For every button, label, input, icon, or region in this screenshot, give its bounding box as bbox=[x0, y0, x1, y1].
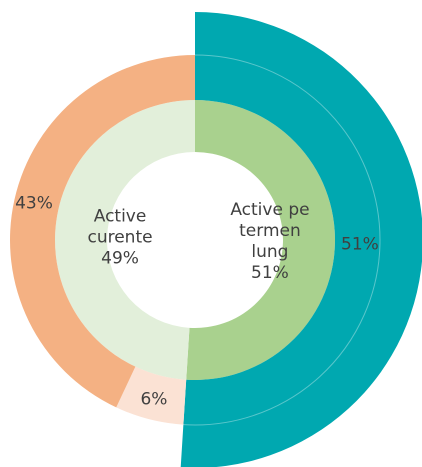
category-label: Active pe termen lung bbox=[230, 200, 310, 263]
value-label: 51% bbox=[251, 263, 289, 284]
value-label: 6% bbox=[140, 389, 168, 410]
value-label: 43% bbox=[15, 193, 53, 214]
slice-label: Active pe termen lung 51% bbox=[222, 200, 318, 284]
slice bbox=[9, 55, 195, 408]
category-label: Active curente bbox=[87, 206, 153, 248]
slice-label: 43% bbox=[15, 194, 53, 215]
value-label: 51% bbox=[341, 234, 379, 255]
value-label: 49% bbox=[101, 248, 139, 269]
slice-label: 6% bbox=[140, 389, 167, 410]
slice bbox=[180, 12, 422, 467]
slice bbox=[55, 100, 195, 380]
slice-edge bbox=[183, 54, 381, 426]
slice bbox=[116, 366, 187, 425]
slice bbox=[186, 100, 336, 380]
slice-label: 51% bbox=[341, 235, 379, 256]
slice-label: Active curente 49% bbox=[72, 206, 168, 269]
